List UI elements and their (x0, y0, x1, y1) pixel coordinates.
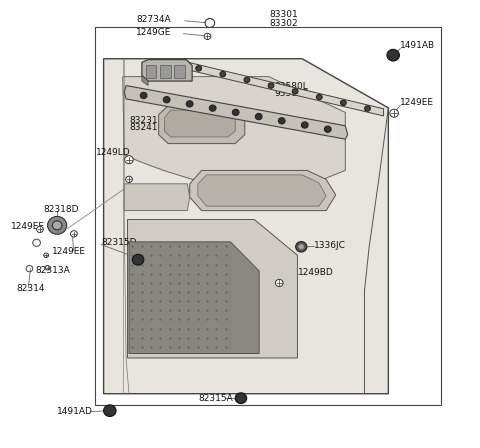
Circle shape (33, 239, 40, 246)
Circle shape (299, 244, 304, 249)
Circle shape (205, 18, 215, 27)
Polygon shape (128, 220, 298, 358)
Text: 1249EE: 1249EE (11, 222, 45, 231)
Circle shape (196, 66, 202, 71)
Text: 82314: 82314 (16, 284, 45, 293)
Circle shape (292, 89, 298, 94)
Text: 82318D: 82318D (44, 205, 79, 214)
Circle shape (209, 105, 216, 111)
Circle shape (204, 33, 211, 39)
Circle shape (45, 266, 50, 270)
Text: 1249BD: 1249BD (299, 268, 334, 277)
Polygon shape (104, 59, 388, 394)
Text: 83301: 83301 (270, 10, 299, 19)
Text: 83241: 83241 (129, 123, 157, 132)
Polygon shape (198, 175, 326, 206)
Circle shape (301, 122, 308, 128)
Circle shape (71, 231, 77, 237)
Polygon shape (158, 106, 245, 144)
Circle shape (125, 155, 133, 164)
Polygon shape (164, 110, 235, 137)
Text: 93580L: 93580L (275, 82, 308, 91)
Bar (174, 65, 185, 78)
Bar (96, 27, 441, 405)
Text: 82734A: 82734A (136, 15, 171, 24)
Circle shape (244, 77, 250, 82)
Bar (146, 65, 156, 78)
Text: 93580R: 93580R (275, 89, 310, 98)
Circle shape (132, 254, 144, 265)
Circle shape (316, 95, 322, 100)
Text: 82313A: 82313A (35, 266, 70, 275)
Text: 83231: 83231 (129, 116, 157, 125)
Circle shape (232, 109, 239, 116)
Circle shape (48, 216, 67, 234)
Circle shape (268, 83, 274, 88)
Circle shape (104, 405, 116, 417)
Polygon shape (124, 184, 190, 211)
Text: 1249EE: 1249EE (400, 98, 434, 107)
Polygon shape (142, 75, 148, 86)
Circle shape (140, 92, 147, 99)
Circle shape (324, 126, 331, 132)
Polygon shape (129, 242, 259, 353)
Polygon shape (182, 61, 384, 116)
Circle shape (126, 176, 132, 182)
Polygon shape (123, 77, 345, 184)
Circle shape (36, 226, 43, 233)
Circle shape (387, 49, 399, 61)
Text: 1249GE: 1249GE (136, 28, 171, 37)
Text: 1249LD: 1249LD (96, 148, 130, 157)
Text: 1491AD: 1491AD (57, 407, 93, 416)
Circle shape (220, 71, 226, 77)
Text: 82315D: 82315D (101, 238, 137, 247)
Circle shape (235, 393, 247, 404)
Text: 82315A: 82315A (198, 394, 233, 403)
Bar (160, 65, 170, 78)
Text: 83302: 83302 (270, 18, 298, 27)
Circle shape (390, 109, 398, 117)
Circle shape (340, 100, 346, 105)
Circle shape (52, 221, 62, 230)
Circle shape (255, 113, 262, 120)
Circle shape (296, 241, 307, 252)
Circle shape (276, 280, 283, 287)
Text: 1491AB: 1491AB (400, 41, 435, 50)
Circle shape (186, 101, 193, 107)
Polygon shape (142, 60, 192, 81)
Text: 1249EE: 1249EE (52, 247, 86, 256)
Polygon shape (124, 86, 348, 139)
Circle shape (44, 253, 48, 258)
Text: 1336JC: 1336JC (314, 241, 346, 250)
Circle shape (278, 118, 285, 124)
Circle shape (163, 97, 170, 103)
Circle shape (365, 106, 371, 111)
Polygon shape (190, 170, 336, 211)
